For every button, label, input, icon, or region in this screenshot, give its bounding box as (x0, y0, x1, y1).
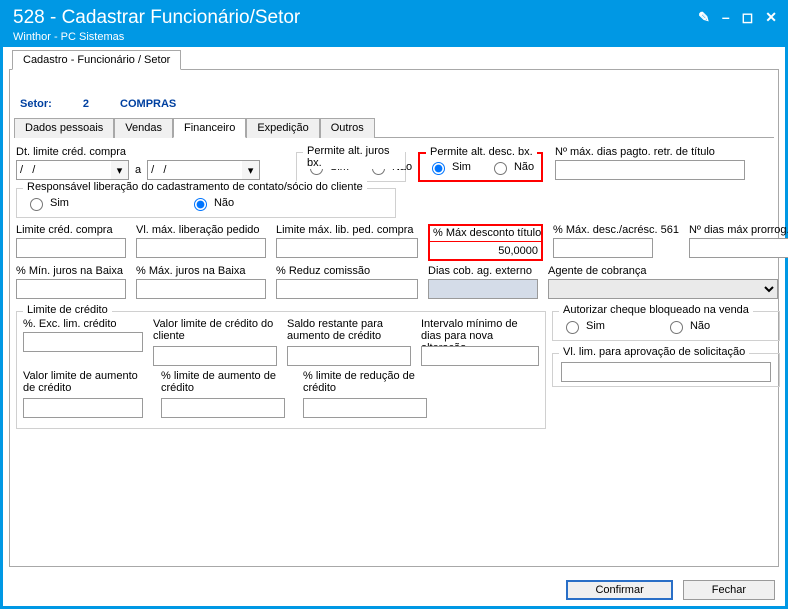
pct-max-desc-acresc-label: % Máx. desc./acrésc. 561 (553, 224, 679, 236)
outer-tab-label[interactable]: Cadastro - Funcionário / Setor (12, 50, 181, 70)
chevron-down-icon[interactable]: ▾ (242, 160, 260, 180)
cheque-sim[interactable]: Sim (561, 318, 605, 334)
pct-max-desc-acresc-input[interactable] (553, 238, 653, 258)
pct-lim-aumento-label: % limite de aumento de crédito (161, 370, 293, 396)
dt-limite-label: Dt. limite créd. compra (16, 146, 286, 158)
limite-cred-compra-label: Limite créd. compra (16, 224, 126, 236)
limite-credito-legend: Limite de crédito (23, 304, 112, 316)
resp-sim[interactable]: Sim (25, 195, 69, 211)
tab-financeiro[interactable]: Financeiro (173, 118, 246, 138)
dias-cob-ag-ext-label: Dias cob. ag. externo (428, 265, 538, 277)
autorizar-cheque-group: Autorizar cheque bloqueado na venda Sim … (552, 311, 780, 341)
limite-max-lib-ped-input[interactable] (276, 238, 418, 258)
pct-max-desc-titulo-input[interactable] (430, 241, 541, 259)
vl-max-lib-pedido-input[interactable] (136, 238, 266, 258)
maximize-icon[interactable]: ◻ (742, 9, 754, 26)
pct-reduz-comissao-input[interactable] (276, 279, 418, 299)
n-dias-max-prorrog-label: Nº dias máx prorrog. (689, 224, 788, 236)
intervalo-min-label: Intervalo mínimo de dias para nova alter… (421, 318, 539, 344)
vl-lim-aprov-group: Vl. lim. para aprovação de solicitação (552, 353, 780, 387)
desc-nao[interactable]: Não (489, 159, 534, 175)
vl-lim-aprov-input[interactable] (561, 362, 771, 382)
confirmar-button[interactable]: Confirmar (566, 580, 672, 600)
sector-num: 2 (83, 98, 89, 110)
permite-alt-desc-group: Permite alt. desc. bx. Sim Não (418, 152, 543, 182)
valor-lim-cred-cli-label: Valor limite de crédito do cliente (153, 318, 277, 344)
form-body: Dt. limite créd. compra ▾ a ▾ (10, 138, 778, 441)
window-subtitle: Winthor - PC Sistemas (13, 31, 775, 43)
permite-alt-juros-label: Permite alt. juros bx. (303, 145, 405, 169)
pct-min-juros-baixa-label: % Mín. juros na Baixa (16, 265, 126, 277)
n-max-dias-pagto-label: Nº máx. dias pagto. retr. de título (555, 146, 755, 158)
tab-expedicao[interactable]: Expedição (246, 118, 319, 138)
sector-name: COMPRAS (120, 98, 176, 110)
pct-lim-reducao-label: % limite de redução de crédito (303, 370, 435, 396)
pct-exc-lim-cred-label: %. Exc. lim. crédito (23, 318, 143, 330)
limite-credito-fieldset: Limite de crédito %. Exc. lim. crédito V… (16, 311, 546, 429)
pct-lim-aumento-input[interactable] (161, 398, 285, 418)
pct-max-desc-titulo-label: % Máx desconto título (433, 227, 538, 239)
agente-cobranca-label: Agente de cobrança (548, 265, 778, 277)
tab-dados-pessoais[interactable]: Dados pessoais (14, 118, 114, 138)
sector-line: Setor: 2 COMPRAS (10, 92, 778, 118)
n-dias-max-prorrog-input[interactable] (689, 238, 788, 258)
sector-label: Setor: (20, 98, 52, 110)
vl-max-lib-pedido-label: Vl. máx. liberação pedido (136, 224, 266, 236)
edit-icon[interactable]: ✎ (698, 9, 710, 26)
titlebar: 528 - Cadastrar Funcionário/Setor Wintho… (3, 3, 785, 47)
minimize-icon[interactable]: – (722, 9, 730, 26)
pct-max-juros-baixa-label: % Máx. juros na Baixa (136, 265, 266, 277)
resp-lib-group: Responsável liberação do cadastramento d… (16, 188, 396, 218)
saldo-restante-input[interactable] (287, 346, 411, 366)
tab-outros[interactable]: Outros (320, 118, 375, 138)
autorizar-cheque-label: Autorizar cheque bloqueado na venda (559, 304, 753, 316)
agente-cobranca-select[interactable] (548, 279, 778, 299)
saldo-restante-label: Saldo restante para aumento de crédito (287, 318, 411, 344)
window-title: 528 - Cadastrar Funcionário/Setor (13, 7, 775, 29)
limite-cred-compra-input[interactable] (16, 238, 126, 258)
n-max-dias-pagto-input[interactable] (555, 160, 745, 180)
chevron-down-icon[interactable]: ▾ (111, 160, 129, 180)
outer-tab-panel: Cadastro - Funcionário / Setor Setor: 2 … (9, 69, 779, 567)
vl-lim-aprov-label: Vl. lim. para aprovação de solicitação (559, 346, 749, 358)
desc-sim[interactable]: Sim (427, 159, 471, 175)
pct-min-juros-baixa-input[interactable] (16, 279, 126, 299)
valor-lim-cred-cli-input[interactable] (153, 346, 277, 366)
inner-tabs-bar: Dados pessoais Vendas Financeiro Expediç… (14, 118, 774, 138)
date-a-label: a (135, 164, 141, 180)
date-from-input[interactable] (16, 160, 111, 180)
resp-nao[interactable]: Não (189, 195, 234, 211)
pct-exc-lim-cred-input[interactable] (23, 332, 143, 352)
date-to-input[interactable] (147, 160, 242, 180)
footer-buttons: Confirmar Fechar (566, 580, 775, 600)
cheque-nao[interactable]: Não (665, 318, 710, 334)
permite-alt-juros-group: Permite alt. juros bx. Sim Não (296, 152, 406, 182)
limite-max-lib-ped-label: Limite máx. lib. ped. compra (276, 224, 418, 236)
window-controls: ✎ – ◻ ✕ (698, 9, 777, 26)
fechar-button[interactable]: Fechar (683, 580, 775, 600)
resp-lib-label: Responsável liberação do cadastramento d… (23, 181, 367, 193)
valor-lim-aumento-input[interactable] (23, 398, 143, 418)
pct-reduz-comissao-label: % Reduz comissão (276, 265, 418, 277)
dias-cob-ag-ext-input[interactable] (428, 279, 538, 299)
pct-max-juros-baixa-input[interactable] (136, 279, 266, 299)
valor-lim-aumento-label: Valor limite de aumento de crédito (23, 370, 151, 396)
date-from[interactable]: ▾ (16, 160, 129, 180)
tab-vendas[interactable]: Vendas (114, 118, 173, 138)
pct-lim-reducao-input[interactable] (303, 398, 427, 418)
pct-max-desc-titulo-group: % Máx desconto título (428, 224, 543, 261)
intervalo-min-input[interactable] (421, 346, 539, 366)
date-to[interactable]: ▾ (147, 160, 260, 180)
close-icon[interactable]: ✕ (765, 9, 777, 26)
permite-alt-desc-label: Permite alt. desc. bx. (426, 146, 537, 158)
